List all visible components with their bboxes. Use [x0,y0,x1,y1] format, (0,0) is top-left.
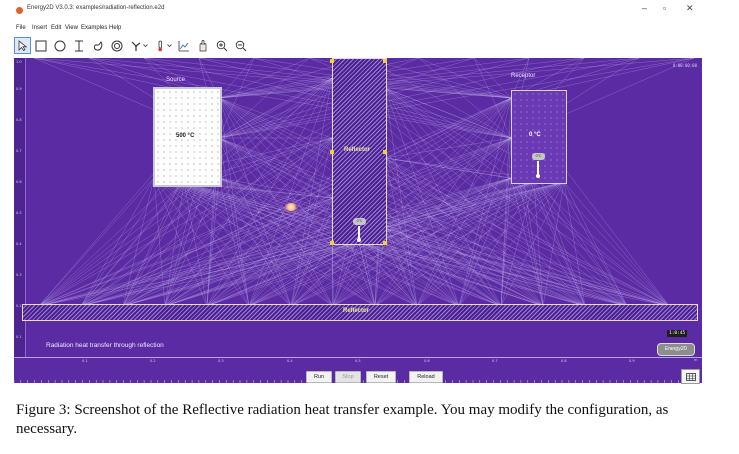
receptor-label: Receptor [511,73,536,79]
time-readout: 1:0:45 [667,330,688,337]
ellipse-icon[interactable] [52,38,67,53]
blob-icon[interactable] [90,38,105,53]
receptor-sensor-reading: 0°C [532,153,545,160]
reflector-thermometer[interactable] [358,226,360,239]
left-ruler-label: 1.0 [16,60,22,64]
menu-insert[interactable]: Insert [32,25,48,31]
reload-button[interactable]: Reload [409,371,443,383]
reset-button[interactable]: Reset [366,371,396,383]
figure-caption: Figure 3: Screenshot of the Reflective r… [16,402,669,437]
horizontal-reflector-label: Reflector [343,308,370,314]
bottom-ruler-label: 0.7 [492,359,498,363]
bottom-ruler-label: 0.3 [218,359,224,363]
selection-handle[interactable] [330,59,334,63]
menu-help[interactable]: Help [109,25,122,31]
menu-edit[interactable]: Edit [51,25,62,31]
grid-icon [685,372,696,381]
selection-handle[interactable] [383,59,387,63]
receptor-thermometer-bulb [536,174,540,178]
source-label: Source [166,77,186,83]
heat-flux-icon[interactable] [195,38,210,53]
bottom-ruler-label: 0.8 [561,359,567,363]
heat-spot [284,203,298,211]
chevron-down-icon[interactable] [142,38,148,53]
polygon-icon[interactable] [71,38,86,53]
left-ruler-label: 0.1 [16,335,22,339]
menu-examples[interactable]: Examples [81,25,108,31]
thermometer-icon[interactable] [152,38,167,53]
bottom-ruler-label: 0.1 [82,359,88,363]
selection-handle[interactable] [330,150,334,154]
radiation-rays [33,58,695,307]
bottom-ruler-label: 0.4 [287,359,293,363]
source-temperature: 500 °C [176,133,195,139]
left-ruler-label: 0.8 [16,118,22,122]
left-ruler-label: 0.6 [16,180,22,184]
rectangle-icon[interactable] [33,38,48,53]
minimize-button[interactable]: – [642,3,648,13]
menu-file[interactable]: File [16,25,26,31]
selection-handle[interactable] [383,241,387,245]
graph-icon[interactable] [176,38,191,53]
selection-handle[interactable] [383,150,387,154]
chevron-down-icon[interactable] [166,38,172,53]
receptor-thermometer[interactable] [537,161,539,175]
receptor-temperature: 0 °C [529,132,541,138]
stop-button[interactable]: Stop [335,371,361,383]
run-button[interactable]: Run [306,371,332,383]
vertical-reflector-label: Reflector [344,147,371,153]
maximize-button[interactable]: ▫ [663,3,667,13]
annulus-icon[interactable] [109,38,124,53]
window-title: Energy2D V3.0.3: examples/radiation-refl… [27,5,165,11]
left-ruler-label: 0.9 [16,87,22,91]
menu-bar: File Insert Edit View Examples Help [0,25,739,35]
left-ruler-label: 0.2 [16,304,22,308]
energy2d-brand-badge[interactable]: Energy2D [657,343,695,356]
bottom-ruler-label: 0.9 [629,359,635,363]
title-bar: Energy2D V3.0.3: examples/radiation-refl… [0,0,739,22]
menu-view[interactable]: View [65,25,78,31]
bottom-ruler-label: 0.6 [424,359,430,363]
left-ruler-label: 0.3 [16,273,22,277]
reflector-thermometer-bulb [357,238,361,242]
grid-toggle-button[interactable] [681,369,700,384]
simulation-canvas[interactable]: 1.0 0.9 0.8 0.7 0.6 0.5 0.4 0.3 0.2 0.1 … [14,58,702,383]
zoom-out-icon[interactable] [233,38,248,53]
source-block[interactable]: 500 °C [153,87,222,187]
fan-icon[interactable] [128,38,143,53]
reflector-sensor-reading: 0°C [353,218,366,225]
selection-handle[interactable] [330,241,334,245]
left-ruler-label: 0.4 [16,242,22,246]
bottom-ruler-label: 0.2 [150,359,156,363]
source-pattern [155,89,220,185]
horizontal-reflector[interactable] [22,304,698,321]
receptor-block[interactable] [511,90,567,184]
left-ruler: 1.0 0.9 0.8 0.7 0.6 0.5 0.4 0.3 0.2 0.1 [14,58,26,383]
app-logo-icon [16,7,23,14]
select-arrow-icon[interactable] [14,37,31,54]
bottom-ruler-label: 0.5 [355,359,361,363]
simulation-clock: 0:00:00:00 [672,63,697,68]
left-ruler-label: 0.7 [16,149,22,153]
bottom-ruler-unit: m [694,358,698,362]
zoom-in-icon[interactable] [214,38,229,53]
annotation-text: Radiation heat transfer through reflecti… [46,342,164,349]
toolbar [14,37,724,55]
left-ruler-label: 0.5 [16,211,22,215]
close-button[interactable]: ✕ [686,3,694,13]
